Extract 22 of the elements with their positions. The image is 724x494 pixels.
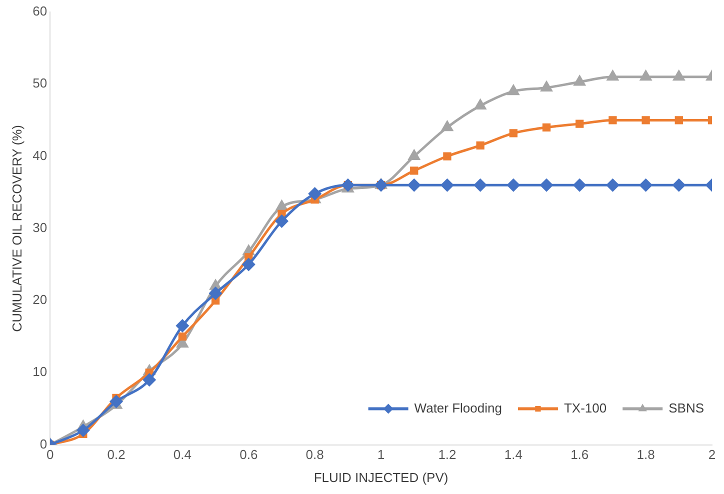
y-tick-label: 0	[40, 436, 48, 452]
x-tick-label: 0.4	[173, 447, 192, 462]
y-tick-label: 40	[32, 148, 48, 163]
x-tick-label: 0.6	[240, 447, 258, 462]
y-tick-label: 10	[32, 364, 48, 380]
legend-label: Water Flooding	[414, 400, 502, 416]
y-tick-label: 50	[32, 76, 48, 91]
legend-label: TX-100	[564, 400, 607, 416]
x-tick-label: 1.2	[438, 447, 456, 462]
x-tick-label: 1	[377, 447, 385, 462]
x-tick-label: 1.8	[636, 447, 655, 462]
x-tick-label: 1.4	[504, 447, 522, 462]
legend-label: SBNS	[668, 400, 704, 416]
y-tick-label: 30	[32, 220, 48, 235]
x-tick-label: 0.8	[306, 447, 324, 462]
y-axis-title: CUMULATIVE OIL RECOVERY (%)	[9, 124, 24, 332]
y-tick-label: 60	[32, 4, 48, 19]
y-tick-label: 20	[32, 292, 48, 308]
x-axis-title: FLUID INJECTED (PV)	[314, 470, 448, 485]
x-tick-label: 1.6	[570, 447, 589, 462]
x-tick-label: 0.2	[107, 447, 126, 462]
x-tick-label: 2	[708, 447, 716, 462]
